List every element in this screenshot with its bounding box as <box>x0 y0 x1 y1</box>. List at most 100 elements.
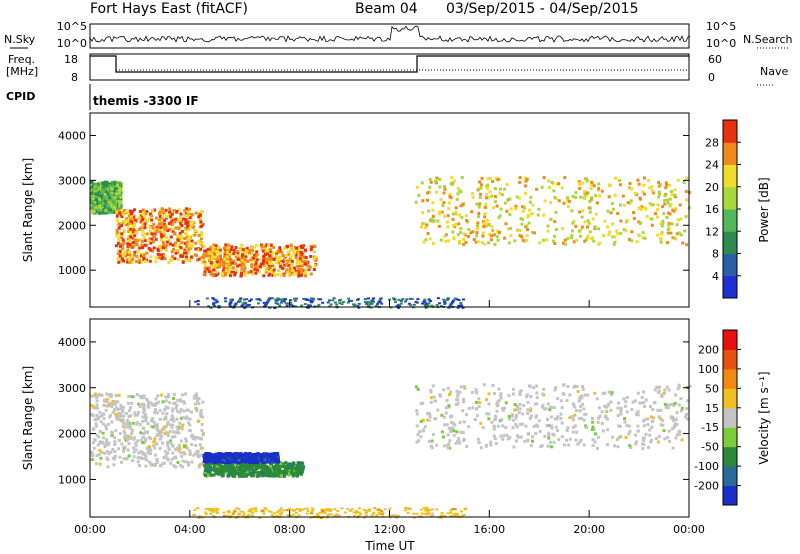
data-cell <box>329 303 333 306</box>
data-cell <box>172 392 176 396</box>
data-cell <box>448 305 452 308</box>
data-cell <box>456 402 460 406</box>
data-cell <box>246 473 250 477</box>
data-cell <box>474 240 478 244</box>
data-cell <box>101 182 105 186</box>
data-cell <box>90 404 94 408</box>
data-cell <box>217 467 221 471</box>
y-tick-label: 4000 <box>58 336 86 349</box>
data-cell <box>133 238 137 242</box>
data-cell <box>569 236 573 240</box>
data-cell <box>286 250 290 254</box>
data-cell <box>101 431 105 435</box>
data-cell <box>104 207 108 211</box>
data-cell <box>193 508 197 511</box>
data-cell <box>117 226 121 230</box>
data-cell <box>553 195 557 199</box>
data-cell <box>252 270 256 274</box>
data-cell <box>222 268 226 272</box>
data-cell <box>233 473 237 477</box>
data-cell <box>223 459 227 463</box>
data-cell <box>115 234 119 238</box>
data-cell <box>662 429 666 433</box>
data-cell <box>511 426 515 430</box>
data-cell <box>664 186 668 190</box>
data-cell <box>582 407 586 411</box>
data-cell <box>478 196 482 200</box>
data-cell <box>683 229 687 233</box>
data-cell <box>175 403 179 407</box>
data-cell <box>151 403 155 407</box>
data-cell <box>461 514 465 517</box>
data-cell <box>142 256 146 260</box>
data-cell <box>149 255 153 259</box>
data-cell <box>529 195 533 199</box>
data-cell <box>588 206 592 210</box>
data-cell <box>272 265 276 269</box>
data-cell <box>184 392 188 396</box>
data-cell <box>258 299 262 302</box>
data-cell <box>340 507 344 510</box>
data-cell <box>592 428 596 432</box>
data-cell <box>591 438 595 442</box>
data-cell <box>200 224 204 228</box>
data-cell <box>125 418 129 422</box>
data-cell <box>120 253 124 257</box>
data-cell <box>667 429 671 433</box>
data-cell <box>297 463 301 467</box>
data-cell <box>112 199 116 203</box>
data-cell <box>296 249 300 253</box>
data-cell <box>458 421 462 425</box>
data-cell <box>184 258 188 262</box>
data-cell <box>131 230 135 234</box>
data-cell <box>633 191 637 195</box>
data-cell <box>597 227 601 231</box>
data-cell <box>161 462 165 466</box>
data-cell <box>141 218 145 222</box>
data-cell <box>153 437 157 441</box>
data-cell <box>250 272 254 276</box>
data-cell <box>476 240 480 244</box>
data-cell <box>441 204 445 208</box>
data-cell <box>656 386 660 390</box>
data-cell <box>303 271 307 275</box>
data-cell <box>685 198 689 202</box>
data-cell <box>225 453 229 457</box>
data-cell <box>193 233 197 237</box>
data-cell <box>141 452 145 456</box>
data-cell <box>529 414 533 418</box>
data-cell <box>452 179 456 183</box>
data-cell <box>294 511 298 514</box>
data-cell <box>372 511 376 514</box>
data-cell <box>143 239 147 243</box>
data-cell <box>187 250 191 254</box>
data-cell <box>169 215 173 219</box>
data-cell <box>152 222 156 226</box>
data-cell <box>643 236 647 240</box>
data-cell <box>451 301 455 304</box>
data-cell <box>272 512 276 515</box>
data-cell <box>225 465 229 469</box>
data-cell <box>161 253 165 257</box>
data-cell <box>289 514 293 517</box>
data-cell <box>125 438 129 442</box>
data-cell <box>164 405 168 409</box>
data-cell <box>228 261 232 265</box>
data-cell <box>431 214 435 218</box>
data-cell <box>112 202 116 206</box>
data-cell <box>173 455 177 459</box>
data-cell <box>116 194 120 198</box>
data-cell <box>94 424 98 428</box>
data-cell <box>591 425 595 429</box>
data-cell <box>101 193 105 197</box>
data-cell <box>353 514 357 517</box>
data-cell <box>96 417 100 421</box>
data-cell <box>197 215 201 219</box>
data-cell <box>136 439 140 443</box>
data-cell <box>585 179 589 183</box>
data-cell <box>472 237 476 241</box>
data-cell <box>545 238 549 242</box>
data-cell <box>130 233 134 237</box>
data-cell <box>340 303 344 306</box>
data-cell <box>547 431 551 435</box>
